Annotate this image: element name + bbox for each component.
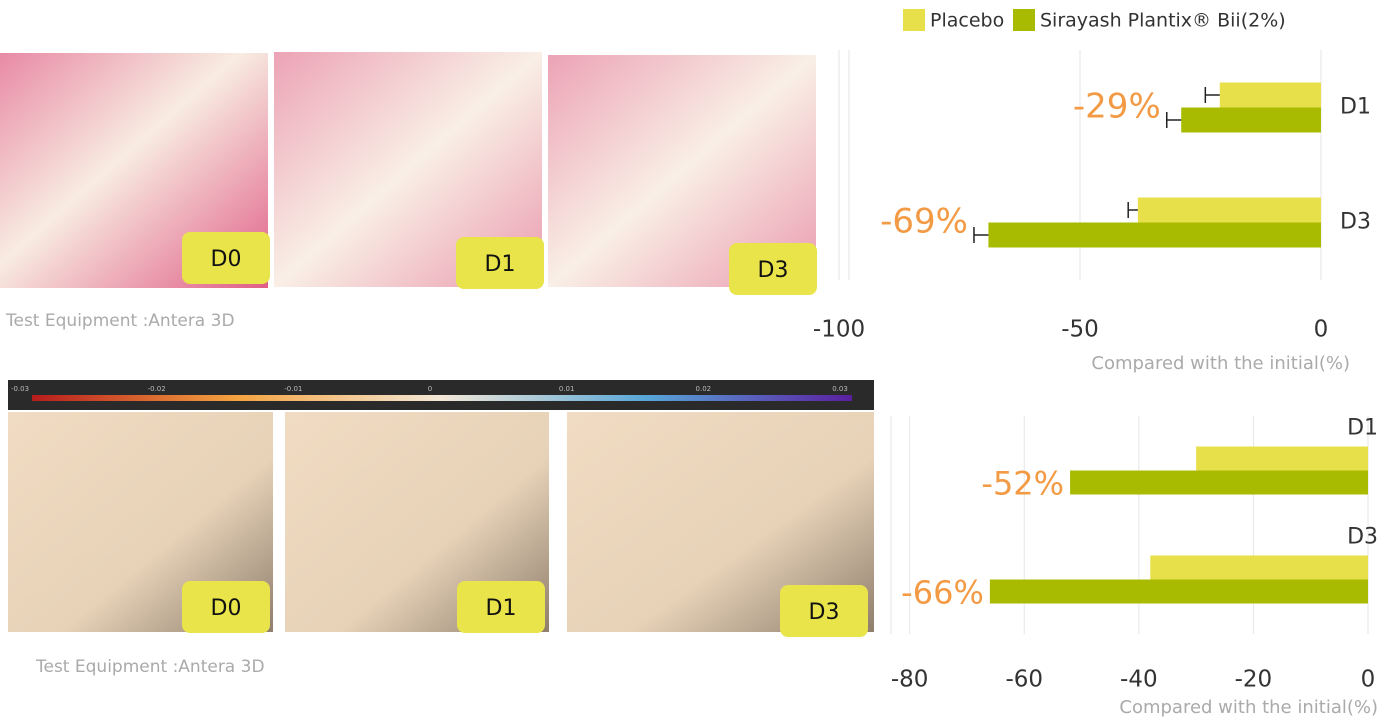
day-tag — [182, 581, 270, 633]
x-tick-label: -50 — [1061, 317, 1099, 343]
day-tag — [729, 243, 817, 295]
bar — [1219, 82, 1321, 108]
x-tick-label: 0 — [1314, 317, 1329, 343]
photos-bottom — [8, 380, 874, 632]
x-tick-label: -80 — [891, 667, 929, 693]
data-label: -29% — [1073, 87, 1161, 127]
equipment-note: Test Equipment :Antera 3D — [35, 657, 265, 677]
bar — [1070, 470, 1368, 495]
day-tag — [780, 585, 868, 637]
day-tag-label: D1 — [486, 596, 517, 621]
legend-swatch — [903, 9, 925, 31]
x-tick-label: -60 — [1005, 667, 1043, 693]
bar — [1137, 197, 1321, 223]
bar — [988, 222, 1321, 248]
category-label: D1 — [1347, 416, 1378, 441]
bar — [1150, 555, 1368, 580]
x-axis-title: Compared with the initial(%) — [1091, 353, 1350, 374]
category-label: D3 — [1340, 210, 1371, 235]
x-axis-title: Compared with the initial(%) — [1119, 697, 1378, 718]
colorbar-label: 0 — [428, 385, 432, 393]
data-label: -66% — [901, 574, 984, 612]
day-tag — [456, 237, 544, 289]
legend-label: Placebo — [930, 10, 1004, 32]
category-label: D3 — [1347, 525, 1378, 550]
legend-swatch — [1013, 9, 1035, 31]
category-label: D1 — [1340, 95, 1371, 120]
day-tag-label: D3 — [809, 600, 840, 625]
day-tag — [182, 232, 270, 284]
colorbar — [32, 395, 852, 401]
x-tick-label: 0 — [1361, 667, 1376, 693]
colorbar-label: 0.01 — [559, 385, 575, 393]
data-label: -69% — [880, 202, 968, 242]
colorbar-label: -0.02 — [148, 385, 166, 393]
data-label: -52% — [981, 465, 1064, 503]
photos-top — [0, 52, 816, 288]
colorbar-label: 0.03 — [832, 385, 848, 393]
equipment-note: Test Equipment :Antera 3D — [5, 311, 235, 331]
day-tag-label: D0 — [211, 596, 242, 621]
bar — [1196, 446, 1368, 471]
day-tag-label: D3 — [758, 258, 789, 283]
x-tick-label: -20 — [1235, 667, 1273, 693]
legend-label: Sirayash Plantix® Bii(2%) — [1040, 10, 1286, 32]
day-tag-label: D1 — [485, 252, 516, 277]
x-tick-label: -40 — [1120, 667, 1158, 693]
bar — [1181, 107, 1321, 133]
day-tag — [457, 581, 545, 633]
bar — [989, 579, 1368, 604]
colorbar-label: -0.01 — [284, 385, 302, 393]
day-tag-label: D0 — [211, 247, 242, 272]
colorbar-label: -0.03 — [11, 385, 29, 393]
colorbar-label: 0.02 — [696, 385, 712, 393]
x-tick-label: -100 — [813, 317, 865, 343]
